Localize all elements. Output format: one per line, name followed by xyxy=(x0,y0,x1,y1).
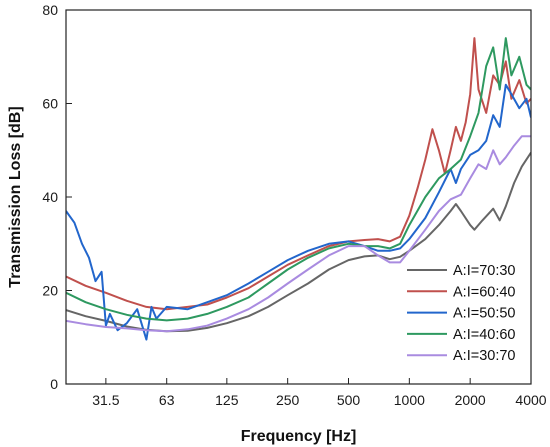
series-line-4 xyxy=(66,37,531,322)
x-tick-label: 2000 xyxy=(455,392,486,408)
x-tick-label: 250 xyxy=(276,392,300,408)
legend-label: A:I=70:30 xyxy=(453,263,515,279)
y-axis: 0 20 40 60 80 xyxy=(42,2,72,392)
x-tick-label: 4000 xyxy=(515,392,546,408)
x-tick-label: 125 xyxy=(215,392,239,408)
y-tick-label: 40 xyxy=(42,189,58,205)
legend-label: A:I=30:70 xyxy=(453,348,515,364)
x-tick-label: 1000 xyxy=(394,392,425,408)
series-layer xyxy=(66,37,531,341)
y-tick-label: 80 xyxy=(42,2,58,18)
x-tick-label: 63 xyxy=(159,392,175,408)
x-axis: 31.5 63 125 250 500 1000 2000 4000 xyxy=(92,378,547,408)
legend-label: A:I=60:40 xyxy=(453,284,515,300)
y-axis-title: Transmission Loss [dB] xyxy=(7,106,24,287)
legend: A:I=70:30 A:I=60:40 A:I=50:50 A:I=40:60 A:I=… xyxy=(407,263,515,364)
x-axis-title: Frequency [Hz] xyxy=(241,428,357,445)
series-line-3 xyxy=(66,83,531,341)
series-line-5 xyxy=(66,135,531,333)
y-tick-label: 60 xyxy=(42,96,58,112)
x-tick-label: 31.5 xyxy=(92,392,119,408)
y-tick-label: 20 xyxy=(42,283,58,299)
legend-label: A:I=40:60 xyxy=(453,327,515,343)
x-tick-label: 500 xyxy=(337,392,361,408)
y-tick-label: 0 xyxy=(50,376,58,392)
legend-label: A:I=50:50 xyxy=(453,306,515,322)
